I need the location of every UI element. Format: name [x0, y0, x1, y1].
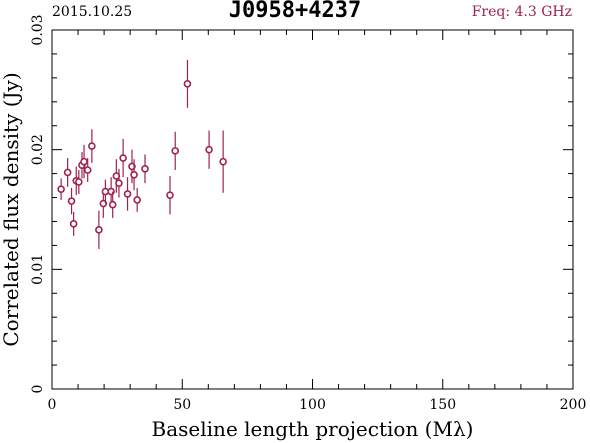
data-point [88, 129, 96, 163]
y-tick-label: 0.02 [30, 134, 46, 165]
data-point [95, 210, 103, 249]
point-marker [130, 170, 138, 179]
point-marker [171, 147, 180, 155]
point-marker [63, 168, 72, 177]
data-point [107, 177, 115, 206]
point-marker [133, 196, 141, 204]
point-marker [219, 157, 227, 166]
point-marker [123, 190, 132, 198]
data-point [141, 154, 149, 184]
point-marker [205, 145, 213, 154]
data-point [75, 170, 83, 194]
x-tick-label: 150 [429, 397, 456, 413]
point-marker [88, 142, 96, 150]
point-marker [67, 197, 76, 205]
point-marker [141, 165, 149, 173]
data-point [166, 175, 174, 215]
point-marker [166, 191, 174, 199]
point-marker [69, 220, 78, 228]
x-tick-label: 50 [173, 397, 191, 413]
point-marker [80, 157, 88, 166]
point-marker [115, 179, 123, 187]
point-marker [183, 80, 192, 88]
data-point [63, 158, 72, 187]
y-tick-label: 0.03 [30, 14, 46, 45]
data-point [219, 130, 227, 193]
x-axis-label: Baseline length projection (Mλ) [152, 417, 474, 441]
x-tick-label: 100 [299, 397, 326, 413]
data-point [130, 159, 138, 191]
y-tick-label: 0 [30, 385, 46, 394]
data-point [80, 144, 88, 179]
data-point [119, 138, 127, 178]
data-point [69, 211, 78, 236]
data-point [183, 59, 192, 108]
point-marker [57, 185, 65, 193]
data-point [83, 158, 92, 182]
data-point [205, 130, 213, 169]
y-tick-labels: 0 0.01 0.02 0.03 [30, 14, 46, 393]
point-marker [75, 178, 83, 186]
observation-date: 2015.10.25 [52, 4, 133, 20]
axis-ticks [51, 29, 574, 390]
y-axis-label: Correlated flux density (Jy) [0, 72, 23, 346]
page-title: J0958+4237 [228, 0, 362, 23]
data-point [108, 191, 117, 218]
x-tick-labels: 0 50 100 150 200 [48, 397, 587, 413]
point-marker [83, 166, 92, 174]
y-tick-label: 0.01 [30, 254, 46, 285]
frequency-label: Freq: 4.3 GHz [471, 4, 572, 20]
plot-frame [51, 29, 574, 390]
data-point [171, 131, 180, 171]
x-tick-label: 0 [48, 397, 57, 413]
data-point [67, 187, 76, 215]
data-point [123, 177, 132, 211]
point-marker [108, 200, 117, 209]
data-point [133, 187, 141, 212]
point-marker [95, 226, 103, 234]
x-tick-label: 200 [560, 397, 587, 413]
data-marks [57, 59, 227, 249]
data-point [115, 168, 123, 198]
data-point [57, 178, 65, 200]
point-marker [119, 154, 127, 162]
